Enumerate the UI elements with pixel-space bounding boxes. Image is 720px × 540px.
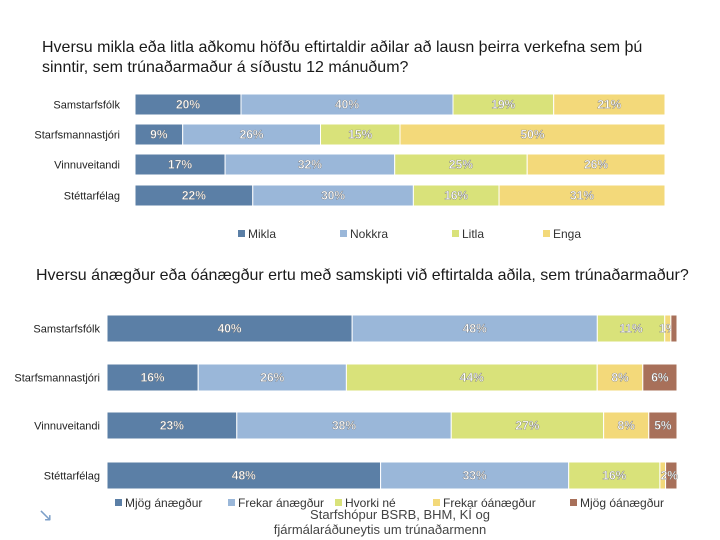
legend-label-2-1: Mjög ánægður — [125, 496, 202, 510]
footer-line-2: fjármálaráðuneytis um trúnaðarmenn — [273, 522, 487, 537]
legend-swatch-1-4 — [543, 230, 550, 237]
data-label-1-3-4: 26% — [584, 158, 608, 172]
bar-segment-2-1-3 — [596, 314, 666, 343]
data-label-2-3-2: 38% — [332, 419, 356, 433]
bar-segment-1-1-4 — [553, 93, 666, 116]
data-label-1-3-2: 32% — [298, 158, 322, 172]
legend-swatch-1-3 — [452, 230, 459, 237]
category-label-1-3: Vinnuveitandi — [54, 160, 120, 172]
bar-segment-2-4-5 — [665, 461, 678, 490]
slide-arrow-icon: ↘ — [38, 505, 54, 525]
bar-segment-1-4-4 — [498, 184, 666, 207]
data-label-1-2-3: 15% — [348, 128, 372, 142]
data-label-2-2-5: 6% — [651, 371, 669, 385]
legend-label-1-3: Litla — [462, 227, 484, 241]
footer-line-1: Starfshópur BSRB, BHM, KÍ og — [310, 507, 490, 522]
data-label-2-1-2: 48% — [463, 322, 487, 336]
data-label-2-1-3: 11% — [619, 322, 643, 336]
legend-label-1-2: Nokkra — [350, 227, 388, 241]
data-label-1-2-1: 9% — [150, 128, 168, 142]
legend-swatch-1-1 — [238, 230, 245, 237]
data-label-2-4-5: 2% — [661, 469, 679, 483]
bar-segment-2-1-2 — [351, 314, 598, 343]
data-label-2-2-1: 16% — [141, 371, 165, 385]
data-label-1-1-1: 20% — [176, 98, 200, 112]
bar-segment-2-4-2 — [380, 461, 570, 490]
data-label-1-4-2: 30% — [321, 189, 345, 203]
category-label-1-2: Starfsmannastjóri — [34, 130, 120, 142]
data-label-2-4-2: 33% — [463, 469, 487, 483]
data-label-2-2-2: 26% — [260, 371, 284, 385]
bar-segment-1-2-4 — [399, 123, 666, 146]
bar-segment-2-3-4 — [603, 411, 650, 440]
legend-label-2-3: Hvorki né — [345, 496, 396, 510]
data-label-1-1-3: 19% — [491, 98, 515, 112]
data-label-1-1-2: 40% — [335, 98, 359, 112]
category-label-2-4: Stéttarfélag — [44, 471, 100, 483]
bar-segment-2-2-5 — [642, 363, 678, 392]
bar-segment-2-3-1 — [106, 411, 238, 440]
data-label-1-3-1: 17% — [168, 158, 192, 172]
category-label-2-2: Starfsmannastjóri — [14, 373, 100, 385]
bar-segment-2-2-3 — [345, 363, 598, 392]
data-label-2-2-3: 44% — [460, 371, 484, 385]
category-label-1-4: Stéttarfélag — [64, 191, 120, 203]
bar-segment-2-4-3 — [568, 461, 661, 490]
bar-segment-2-1-1 — [106, 314, 353, 343]
legend-label-2-5: Mjög óánægður — [580, 496, 664, 510]
category-label-1-1: Samstarfsfólk — [53, 100, 120, 112]
bar-segment-2-2-2 — [197, 363, 347, 392]
legend-swatch-2-1 — [115, 499, 122, 506]
data-label-1-1-4: 21% — [597, 98, 621, 112]
legend-swatch-2-3 — [335, 499, 342, 506]
legend-label-1-1: Mikla — [248, 227, 276, 241]
legend-swatch-2-2 — [228, 499, 235, 506]
data-label-1-3-3: 25% — [449, 158, 473, 172]
data-label-2-4-1: 48% — [232, 469, 256, 483]
data-label-1-2-4: 50% — [520, 128, 544, 142]
category-label-2-1: Samstarfsfólk — [33, 324, 100, 336]
bar-segment-1-3-4 — [526, 153, 666, 176]
bar-segment-2-4-1 — [106, 461, 382, 490]
data-label-2-3-4: 8% — [618, 419, 636, 433]
bar-segment-2-3-3 — [450, 411, 605, 440]
chart2-title: Hversu ánægður eða óánægður ertu með sam… — [36, 267, 689, 284]
legend-swatch-2-4 — [433, 499, 440, 506]
legend-swatch-2-5 — [570, 499, 577, 506]
chart1-title: Hversu mikla eða litla aðkomu höfðu efti… — [42, 39, 643, 76]
data-label-2-3-5: 5% — [654, 419, 672, 433]
data-label-2-3-1: 23% — [160, 419, 184, 433]
bar-segment-2-3-5 — [648, 411, 678, 440]
data-label-2-1-1: 40% — [218, 322, 242, 336]
data-label-1-4-1: 22% — [182, 189, 206, 203]
bar-segment-2-1-5 — [670, 314, 678, 343]
category-label-2-3: Vinnuveitandi — [34, 421, 100, 433]
data-label-2-2-4: 8% — [611, 371, 629, 385]
data-label-1-2-2: 26% — [240, 128, 264, 142]
data-label-1-4-4: 31% — [570, 189, 594, 203]
legend-label-2-4: Frekar óánægður — [443, 496, 536, 510]
data-label-2-3-3: 27% — [515, 419, 539, 433]
legend-swatch-1-2 — [340, 230, 347, 237]
legend-label-2-2: Frekar ánægður — [238, 496, 324, 510]
data-label-1-4-3: 16% — [444, 189, 468, 203]
data-label-2-4-3: 16% — [602, 469, 626, 483]
legend-label-1-4: Enga — [553, 227, 581, 241]
